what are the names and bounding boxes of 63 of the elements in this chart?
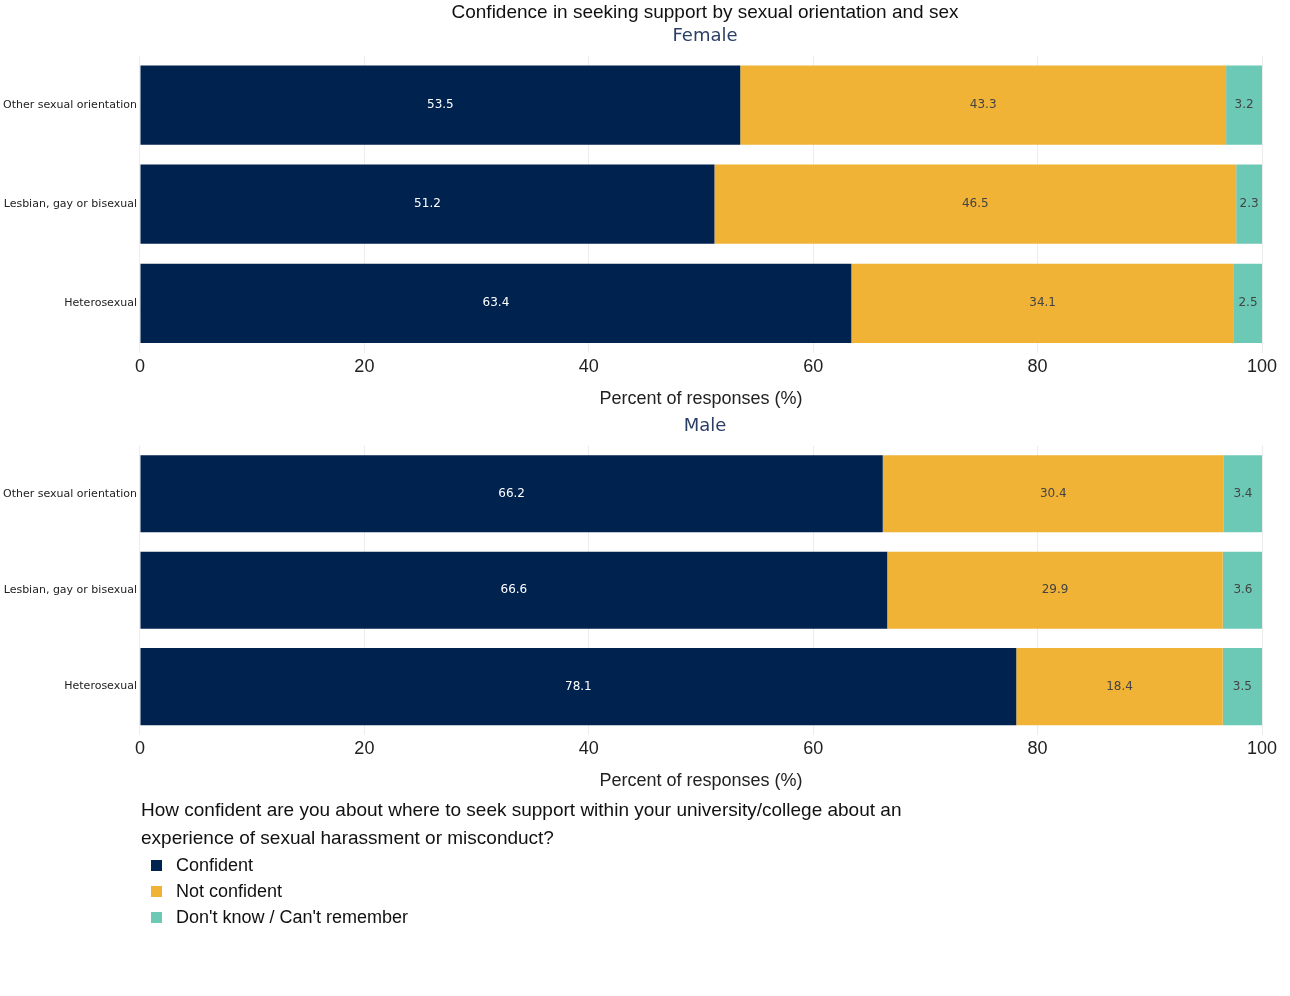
bar bbox=[714, 164, 1237, 244]
bar bbox=[140, 263, 852, 343]
data-label: 51.2 bbox=[414, 196, 441, 211]
x-tick-label: 100 bbox=[1246, 355, 1278, 376]
x-tick-label: 0 bbox=[134, 737, 145, 758]
bar bbox=[740, 65, 1227, 145]
x-tick-label: 60 bbox=[803, 355, 824, 376]
bar bbox=[140, 551, 888, 629]
data-label: 3.6 bbox=[1233, 582, 1253, 597]
data-label: 34.1 bbox=[1029, 295, 1056, 310]
x-tick-label: 40 bbox=[578, 355, 599, 376]
data-label: 66.2 bbox=[498, 485, 525, 500]
data-label: 66.6 bbox=[500, 582, 528, 597]
bar bbox=[1222, 648, 1262, 726]
bar bbox=[140, 455, 883, 533]
y-tick-label: Heterosexual bbox=[64, 296, 137, 310]
x-axis-title: Percent of responses (%) bbox=[599, 388, 803, 409]
bar bbox=[851, 263, 1234, 343]
bar bbox=[1233, 263, 1262, 343]
y-tick-label: Lesbian, gay or bisexual bbox=[3, 197, 137, 211]
data-label: 3.4 bbox=[1233, 485, 1253, 500]
bar bbox=[887, 551, 1223, 629]
data-label: 29.9 bbox=[1041, 582, 1069, 597]
y-tick-label: Heterosexual bbox=[64, 679, 137, 693]
bar bbox=[140, 648, 1017, 726]
legend-label: Not confident bbox=[176, 880, 283, 902]
chart-subtitle: Male bbox=[682, 414, 728, 436]
x-tick-label: 80 bbox=[1027, 737, 1048, 758]
data-label: 3.5 bbox=[1232, 678, 1252, 693]
x-tick-label: 100 bbox=[1246, 737, 1278, 758]
data-label: 30.4 bbox=[1039, 485, 1067, 500]
data-label: 3.2 bbox=[1234, 97, 1254, 112]
bar bbox=[140, 65, 741, 145]
y-tick-label: Other sexual orientation bbox=[3, 486, 138, 500]
x-tick-label: 60 bbox=[803, 737, 824, 758]
chart-subtitle: Female bbox=[671, 24, 739, 46]
bar bbox=[1016, 648, 1223, 726]
x-tick-label: 20 bbox=[354, 355, 375, 376]
legend-title: How confident are you about where to seek support within your university/college about an experience of sexual harassment or misconduct? bbox=[141, 798, 903, 850]
bar bbox=[1222, 551, 1262, 629]
x-tick-label: 40 bbox=[578, 737, 599, 758]
y-tick-label: Other sexual orientation bbox=[3, 97, 138, 111]
x-axis-title: Percent of responses (%) bbox=[599, 770, 803, 791]
data-label: 78.1 bbox=[565, 678, 592, 693]
data-label: 2.5 bbox=[1238, 295, 1258, 310]
bar bbox=[1226, 65, 1262, 145]
data-label: 2.3 bbox=[1239, 196, 1259, 211]
data-label: 53.5 bbox=[427, 97, 454, 112]
y-tick-label: Lesbian, gay or bisexual bbox=[3, 583, 137, 597]
bar bbox=[882, 455, 1224, 533]
bar bbox=[140, 164, 715, 244]
data-label: 46.5 bbox=[961, 196, 989, 211]
bar bbox=[1223, 455, 1262, 533]
bar bbox=[1236, 164, 1262, 244]
x-tick-label: 20 bbox=[354, 737, 375, 758]
data-label: 18.4 bbox=[1106, 678, 1133, 693]
legend-label: Confident bbox=[176, 854, 254, 876]
x-tick-label: 0 bbox=[134, 355, 145, 376]
x-tick-label: 80 bbox=[1027, 355, 1048, 376]
data-label: 63.4 bbox=[482, 295, 510, 310]
chart-title: Confidence in seeking support by sexual orientation and sex bbox=[450, 0, 960, 24]
data-label: 43.3 bbox=[969, 97, 997, 112]
legend-label: Don't know / Can't remember bbox=[176, 906, 408, 928]
